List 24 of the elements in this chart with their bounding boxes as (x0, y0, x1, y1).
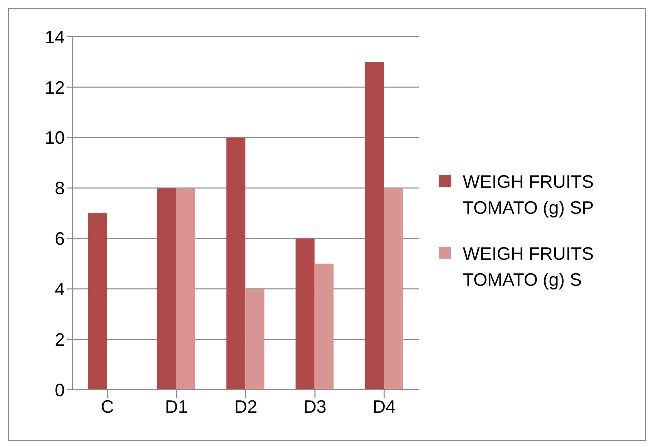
legend-label: WEIGH FRUITS TOMATO (g) S (463, 243, 595, 292)
y-tick-label: 4 (54, 280, 65, 300)
y-tick-label: 2 (54, 330, 65, 350)
bar (176, 188, 196, 390)
y-tick-label: 12 (44, 78, 65, 98)
y-tick-label: 6 (54, 229, 65, 250)
y-tick-label: 0 (54, 380, 65, 400)
bar (314, 264, 334, 390)
y-tick-label: 14 (44, 27, 65, 48)
x-tick-label: D2 (234, 396, 258, 417)
bar (226, 138, 246, 390)
y-tick-label: 8 (54, 178, 65, 199)
y-tick-label: 10 (44, 128, 65, 148)
bar (384, 188, 404, 390)
bar (88, 214, 108, 390)
x-tick-label: C (101, 396, 114, 417)
bar (365, 62, 384, 390)
x-tick-label: D1 (165, 396, 188, 417)
legend-label: WEIGH FRUITS TOMATO (g) SP (463, 171, 596, 220)
bar (246, 289, 265, 390)
bar (157, 188, 176, 390)
bar (296, 238, 315, 390)
x-tick-label: D4 (372, 396, 396, 417)
x-tick-label: D3 (304, 396, 327, 417)
